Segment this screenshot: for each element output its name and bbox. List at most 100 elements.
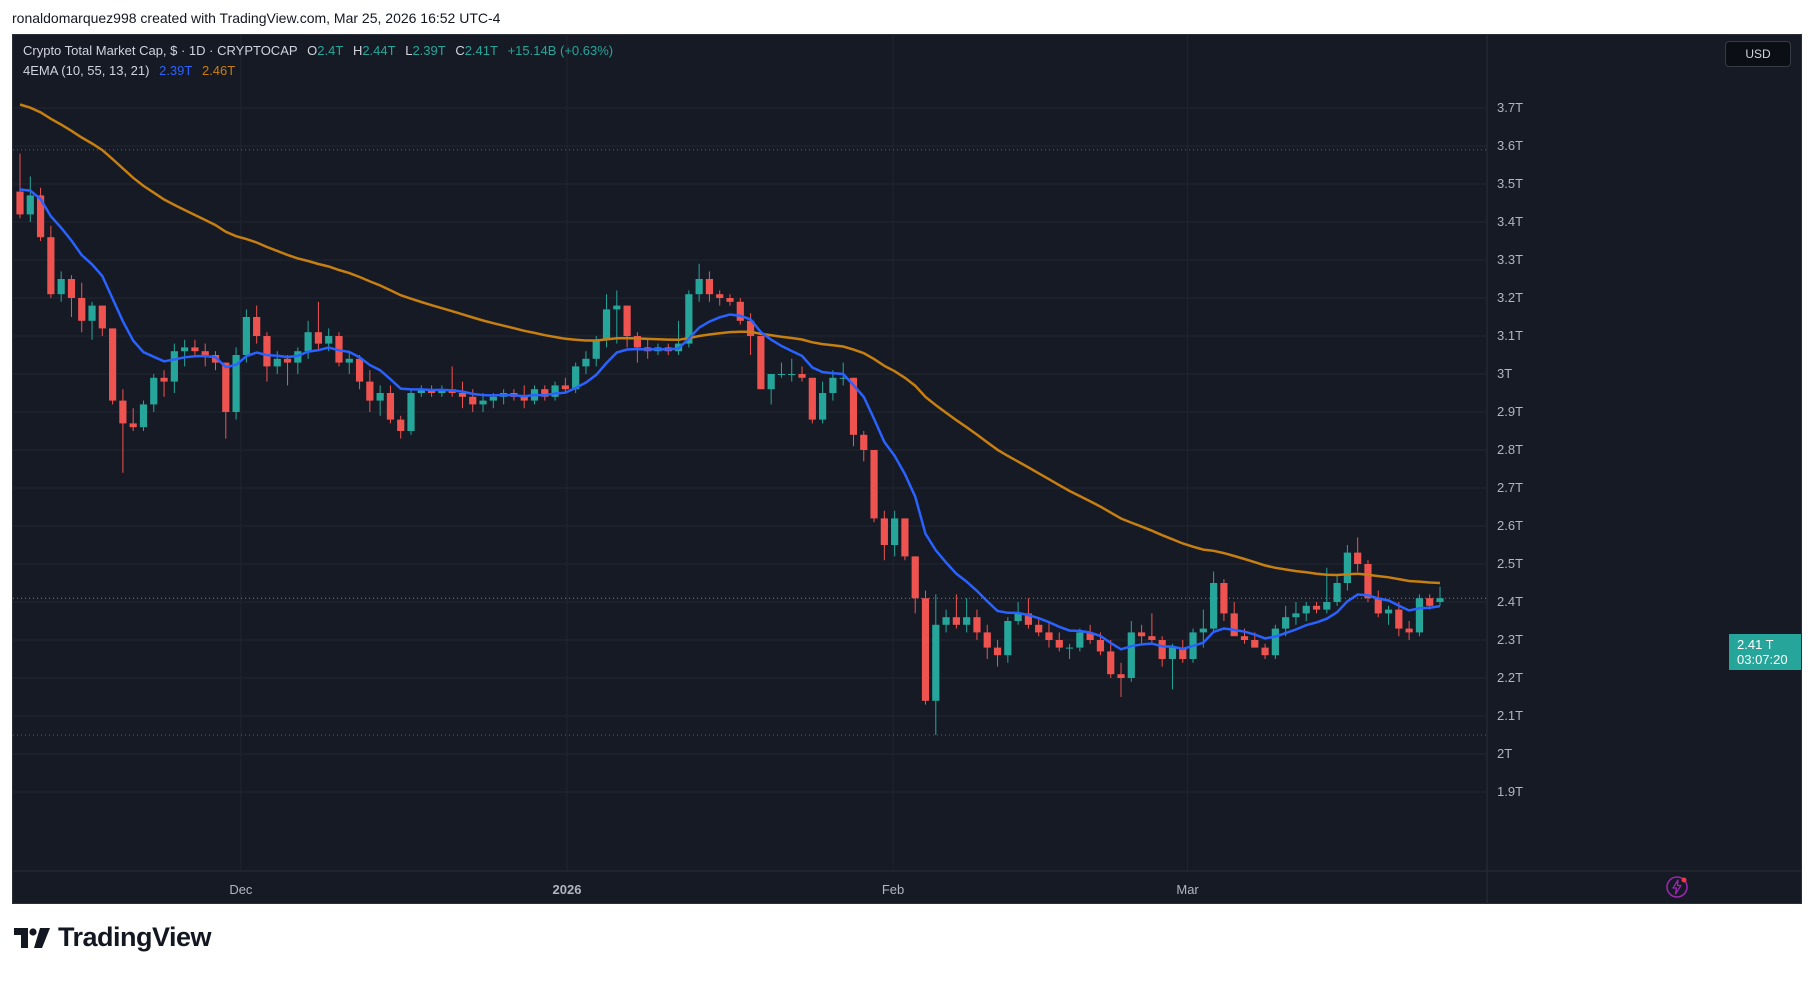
indicator-legend[interactable]: 4EMA (10, 55, 13, 21) 2.39T 2.46T [23,63,241,78]
candle-body [26,195,34,215]
candle-body [860,434,868,450]
candle-body [1199,628,1207,633]
y-tick-label: 3.2T [1497,290,1523,305]
candle-body [921,598,930,701]
candle-body [1302,605,1310,614]
candle-body [1415,598,1424,633]
candle-body [181,347,189,352]
candle-body [1384,609,1393,614]
ema-fast-line [19,188,1441,651]
candle-body [808,377,816,420]
candle-body [561,385,569,390]
candle-body [119,400,127,424]
currency-button[interactable]: USD [1725,41,1791,67]
candle-body [489,396,497,401]
candle-body [1292,613,1300,618]
candle-body [1024,613,1033,625]
candle-body [716,294,724,298]
candle-body [386,393,395,420]
candle-body [798,374,806,378]
last-price-value: 2.41 T [1737,637,1774,652]
candle-body [109,328,117,401]
candle-body [602,309,611,340]
candle-body [1117,674,1125,678]
price-chart-svg[interactable]: 1.9T 2T 2.1T 2.2T 2.3T 2.4T 2.5T 2.6T 2.7T 2.8T 2.… [13,35,1802,904]
candle-body [150,377,158,405]
symbol-title[interactable]: Crypto Total Market Cap, $ · 1D · CRYPTO… [23,43,298,58]
candle-body [479,400,487,405]
chart-panel[interactable]: 1.9T 2T 2.1T 2.2T 2.3T 2.4T 2.5T 2.6T 2.7T 2.8T 2.… [12,34,1802,904]
candle-body [1158,640,1166,659]
candle-body [16,191,24,215]
ohlc-low-value: 2.39T [412,43,446,58]
y-tick-label: 2.8T [1497,442,1523,457]
candle-body [1035,624,1043,633]
candle-body [407,393,415,431]
ema-slow-line [19,103,1441,585]
y-tick-label: 3.4T [1497,214,1523,229]
candle-body [1282,617,1290,629]
candle-body [870,450,878,519]
x-tick-label: Dec [229,882,253,897]
candle-body [458,393,467,397]
candle-body [1137,632,1146,637]
candle-body [932,624,940,701]
candle-body [325,336,333,344]
candle-body [1240,636,1249,640]
y-tick-label: 2.5T [1497,556,1523,571]
y-tick-label: 2.6T [1497,518,1523,533]
candle-body [952,617,960,625]
candle-body [160,377,168,382]
candle-body [1220,583,1228,614]
candle-body [1055,640,1063,648]
candle-body [541,389,549,397]
indicator-title[interactable]: 4EMA (10, 55, 13, 21) [23,63,150,78]
candle-body [973,617,981,633]
candle-body [819,393,827,420]
y-tick-label: 2.4T [1497,594,1523,609]
last-price-label: 2.41 T 03:07:20 [1729,634,1801,670]
candle-body [397,419,405,431]
candle-body [705,279,714,295]
candle-body [767,374,775,390]
symbol-legend[interactable]: Crypto Total Market Cap, $ · 1D · CRYPTO… [23,43,619,58]
candle-body [263,336,271,367]
flash-icon[interactable] [1665,875,1689,899]
candle-body [633,336,641,348]
candle-body [891,518,899,545]
ema-fast-value: 2.39T [159,63,193,78]
candle-body [1426,598,1434,606]
ohlc-change: +15.14B (+0.63%) [507,43,614,58]
candle-body [1395,609,1403,629]
candle-body [572,366,580,390]
candle-body [520,396,528,401]
candle-body [170,351,178,382]
y-tick-label: 1.9T [1497,784,1523,799]
candle-body [1014,613,1022,621]
ohlc-close-key: C [455,43,465,58]
y-tick-label: 3.5T [1497,176,1523,191]
tradingview-logo[interactable]: TradingView [14,922,212,953]
candle-body [1364,564,1372,599]
candle-body [1271,628,1279,656]
ohlc-open-value: 2.4T [317,43,344,58]
tradingview-logo-icon [14,927,50,948]
candle-body [726,298,734,302]
candle-body [191,347,199,352]
candle-body [1323,602,1331,610]
candle-body [273,358,281,367]
candle-body [592,339,600,359]
candle-body [242,317,250,355]
y-tick-label: 2T [1497,746,1512,761]
ohlc-low-key: L [405,43,413,58]
candle-body [901,518,909,557]
candle-body [695,279,703,295]
chart-credit: ronaldomarquez998 created with TradingVi… [12,10,501,26]
candle-body [1436,598,1444,602]
candle-body [788,374,796,375]
candle-body [1210,583,1218,629]
candle-body [1230,613,1238,637]
candle-body [67,279,76,298]
candle-body [1148,636,1156,640]
ohlc-close-value: 2.41T [464,43,498,58]
